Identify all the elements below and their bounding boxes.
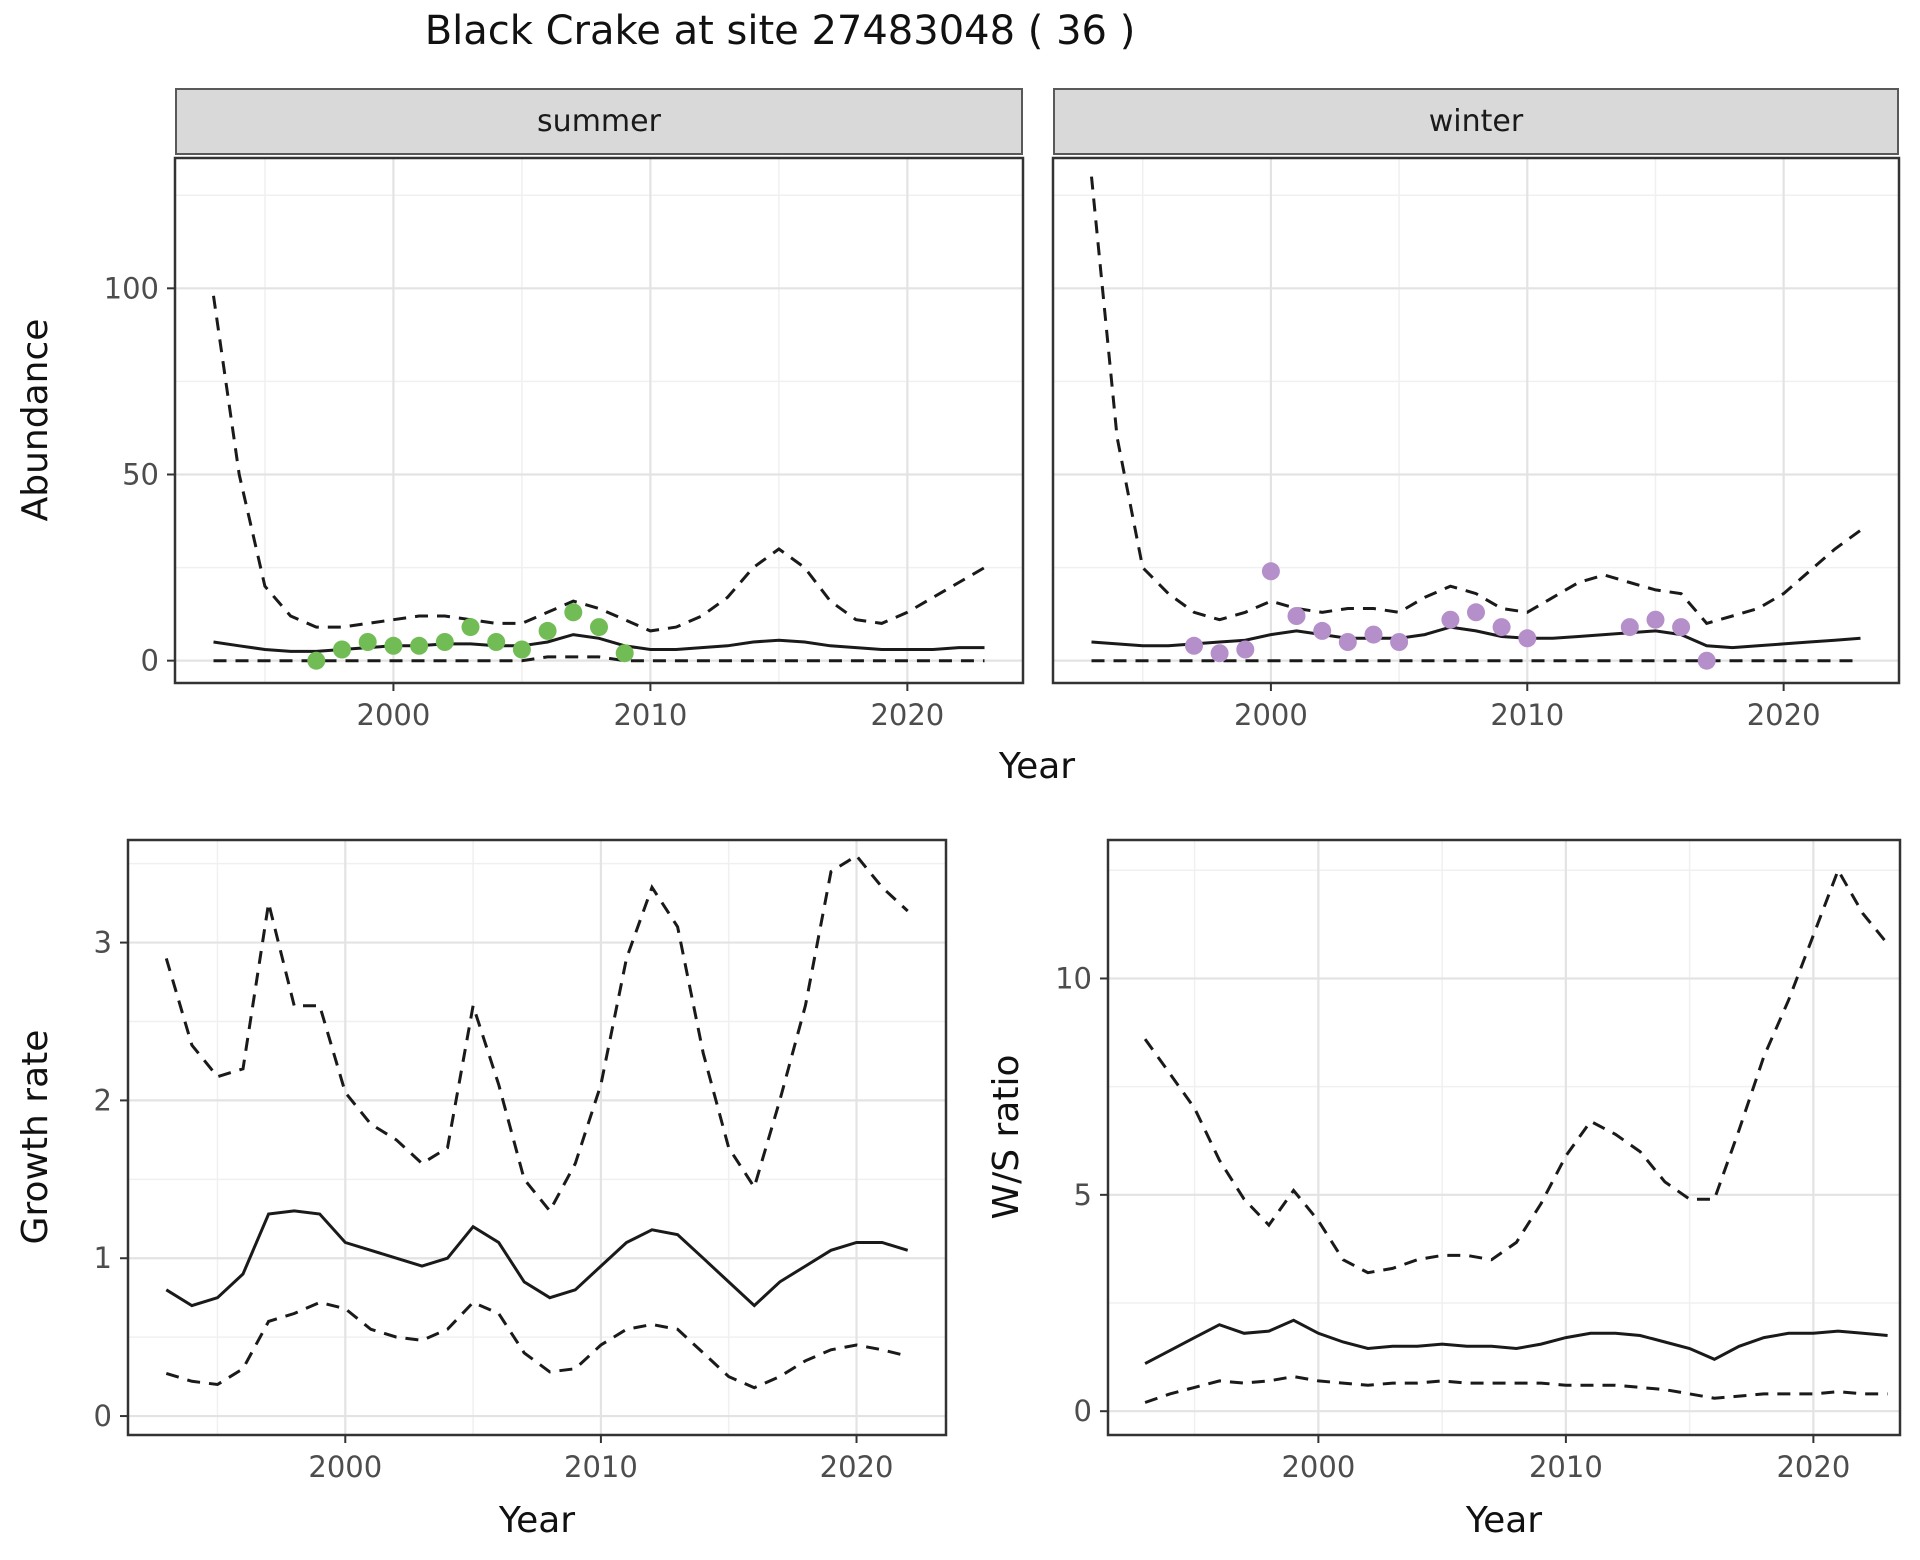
svg-text:2000: 2000 — [308, 1450, 382, 1484]
svg-text:5: 5 — [1074, 1178, 1092, 1212]
figure-title: Black Crake at site 27483048 ( 36 ) — [424, 8, 1136, 54]
svg-text:2020: 2020 — [1776, 1450, 1850, 1484]
ws-year-axis-title: Year — [1465, 1500, 1543, 1541]
growth-rate-plot: 2000 2010 2020 0 1 2 3 — [40, 837, 952, 1491]
svg-text:1: 1 — [94, 1241, 112, 1275]
svg-text:2: 2 — [94, 1083, 112, 1117]
winter-abundance-plot: 2000 2010 2020 — [1050, 155, 1902, 737]
growth-rate-axis-title: Growth rate — [15, 1029, 56, 1245]
svg-text:2010: 2010 — [1490, 698, 1564, 732]
svg-text:0: 0 — [141, 644, 159, 678]
svg-text:50: 50 — [122, 457, 159, 491]
svg-text:2010: 2010 — [564, 1450, 638, 1484]
svg-text:0: 0 — [1074, 1394, 1092, 1428]
ws-ratio-axis-title: W/S ratio — [986, 1054, 1027, 1220]
facet-strip-summer: summer — [175, 88, 1023, 155]
facet-strip-winter: winter — [1053, 88, 1899, 155]
facet-label-winter: winter — [1428, 104, 1524, 139]
top-year-axis-title: Year — [998, 746, 1076, 787]
svg-text:2020: 2020 — [820, 1450, 894, 1484]
svg-text:2020: 2020 — [870, 698, 944, 732]
svg-text:2000: 2000 — [1234, 698, 1308, 732]
svg-text:2000: 2000 — [1281, 1450, 1355, 1484]
facet-label-summer: summer — [537, 104, 661, 139]
svg-text:0: 0 — [94, 1399, 112, 1433]
svg-text:2020: 2020 — [1747, 698, 1821, 732]
svg-text:3: 3 — [94, 926, 112, 960]
svg-text:2000: 2000 — [357, 698, 431, 732]
summer-abundance-plot: 2000 2010 2020 0 50 100 — [80, 155, 1025, 737]
svg-text:2010: 2010 — [613, 698, 687, 732]
abundance-axis-title: Abundance — [15, 318, 56, 522]
svg-text:2010: 2010 — [1529, 1450, 1603, 1484]
svg-text:100: 100 — [104, 271, 159, 305]
growth-year-axis-title: Year — [498, 1500, 576, 1541]
ws-ratio-plot: 2000 2010 2020 0 5 10 — [1020, 837, 1906, 1491]
svg-text:10: 10 — [1055, 961, 1092, 995]
